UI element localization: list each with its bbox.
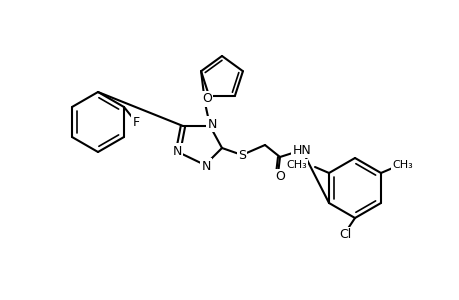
Text: O: O	[274, 170, 284, 184]
Text: O: O	[202, 92, 212, 105]
Text: HN: HN	[292, 143, 311, 157]
Text: S: S	[237, 148, 246, 161]
Text: CH₃: CH₃	[285, 160, 306, 170]
Text: Cl: Cl	[338, 229, 350, 242]
Text: F: F	[132, 116, 139, 128]
Text: N: N	[207, 118, 216, 130]
Text: N: N	[172, 145, 181, 158]
Text: N: N	[201, 160, 210, 172]
Text: CH₃: CH₃	[392, 160, 413, 170]
